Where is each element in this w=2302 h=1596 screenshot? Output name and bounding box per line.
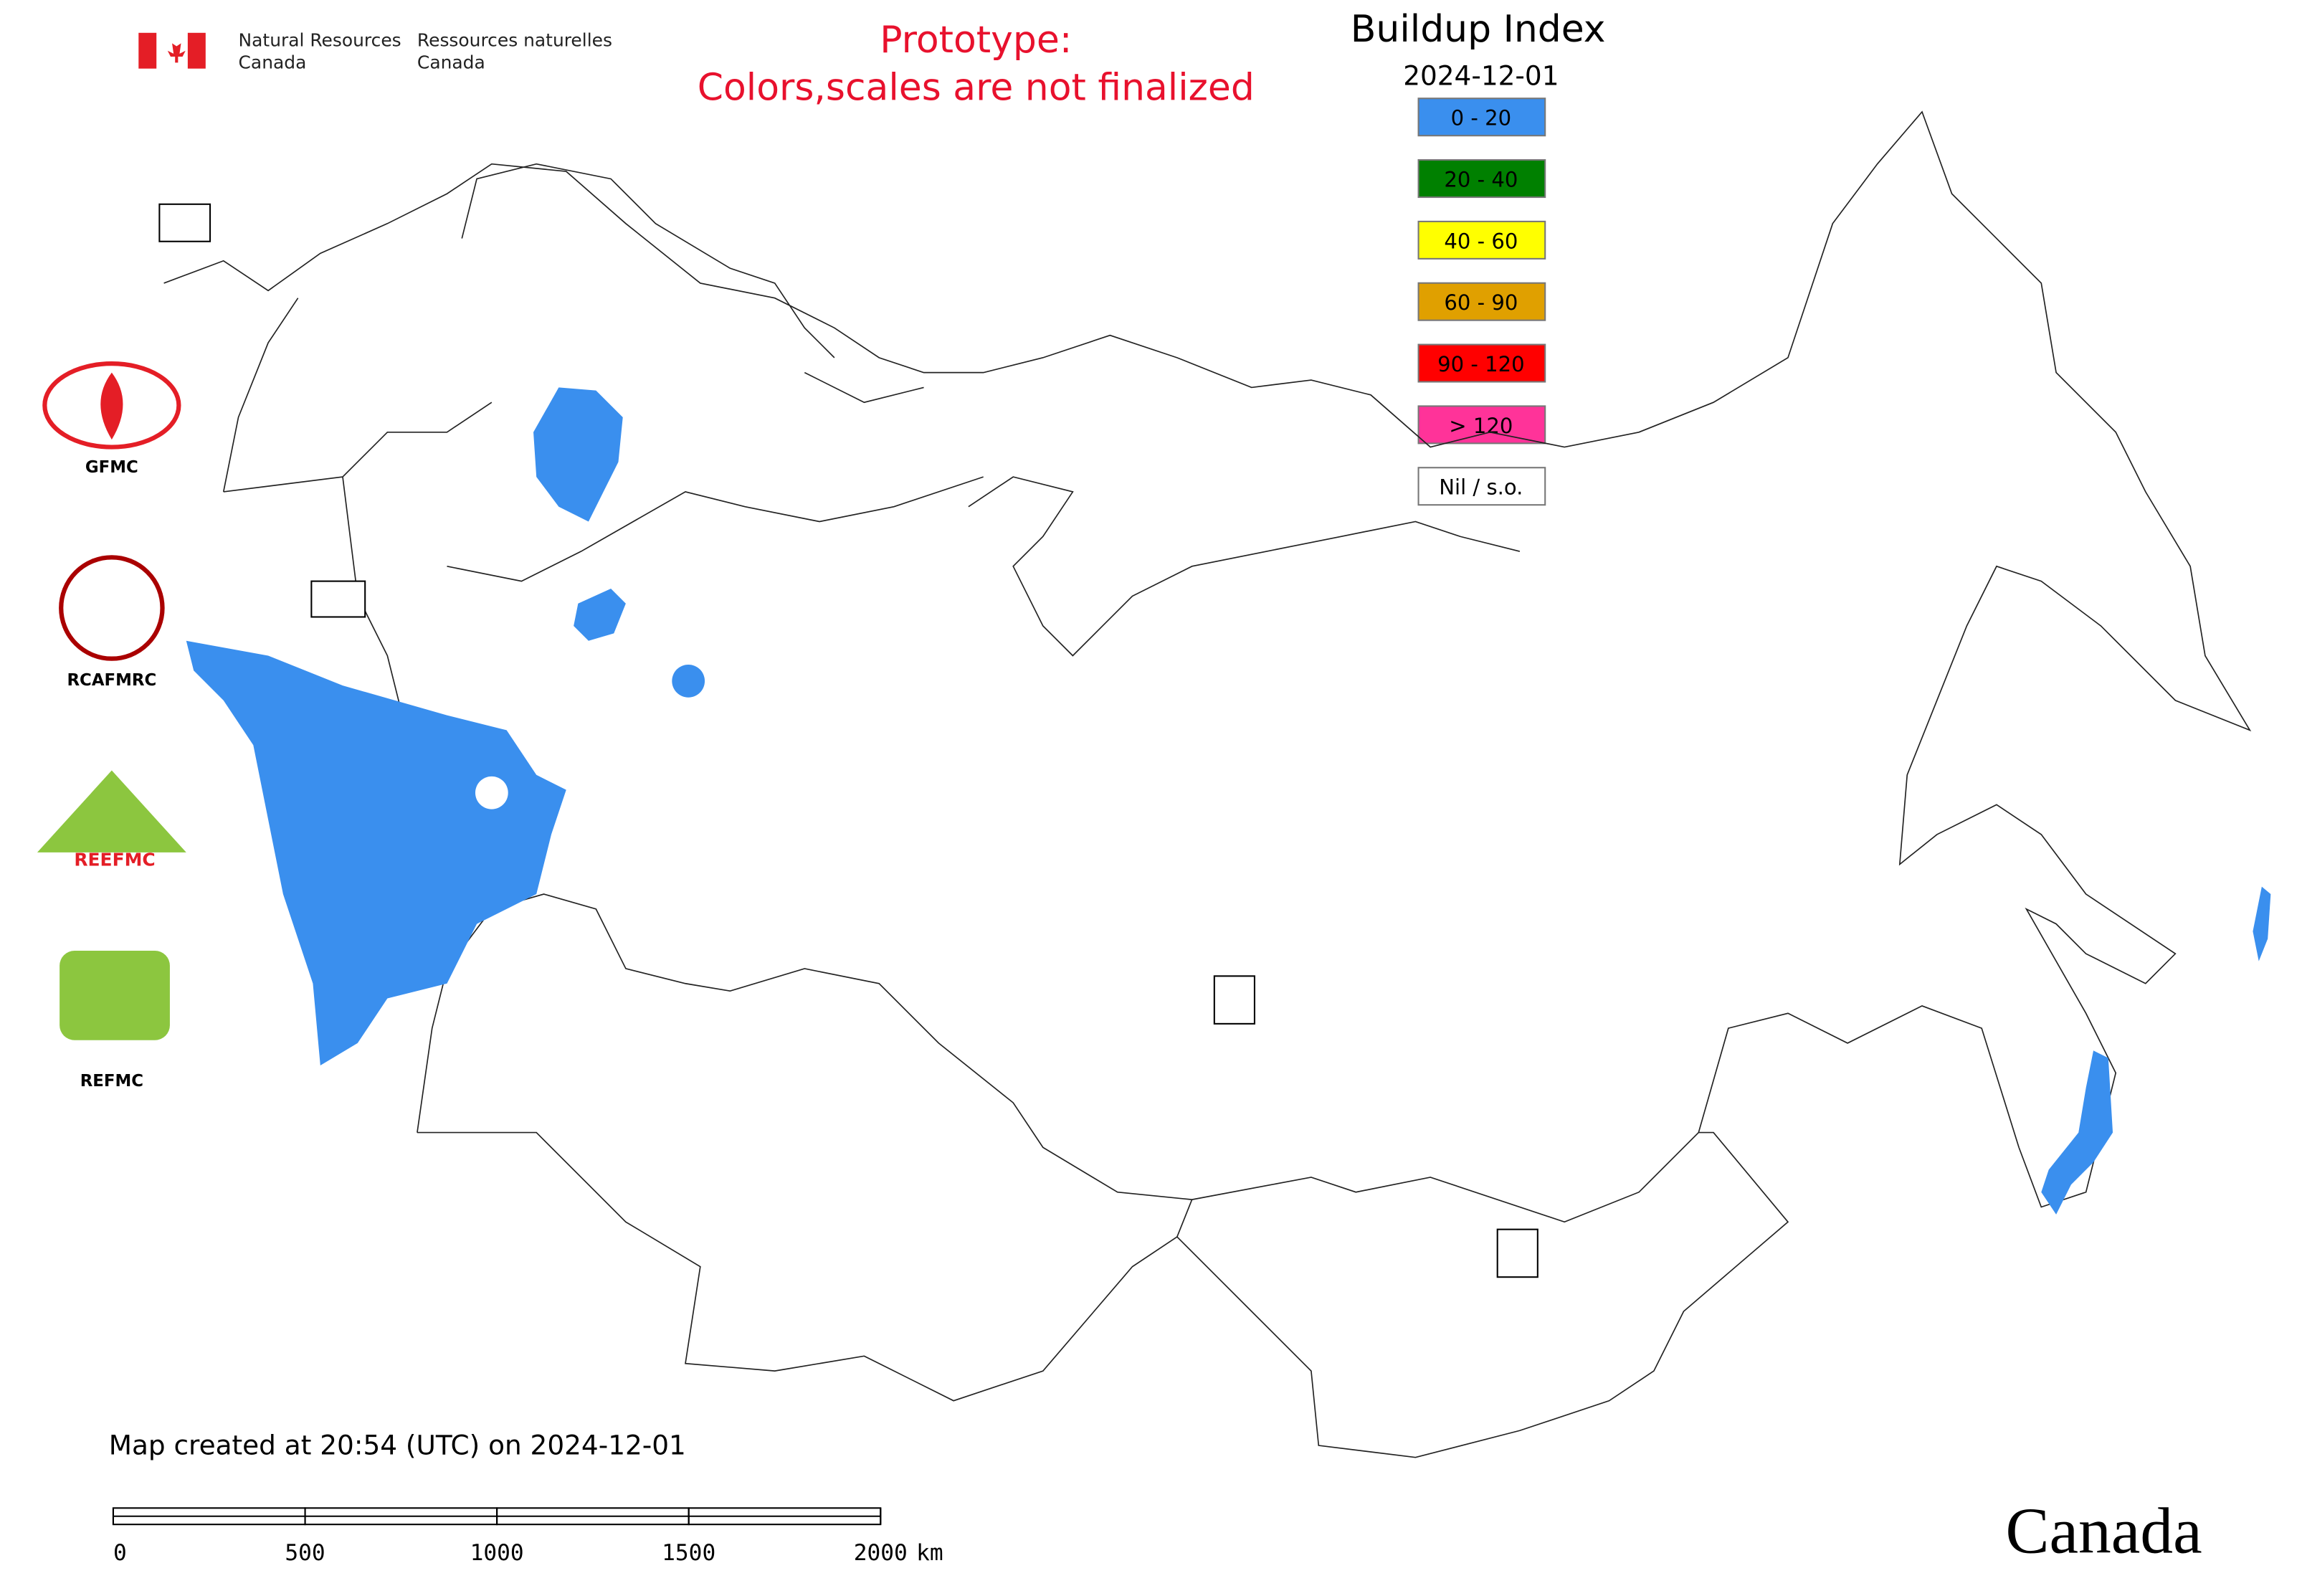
map-title: Buildup Index (1351, 8, 1606, 51)
refmc-logo (60, 951, 170, 1040)
border (417, 1131, 1789, 1458)
bui-area (533, 387, 623, 522)
legend-label: Nil / s.o. (1439, 475, 1523, 500)
logo-small (1496, 1228, 1538, 1278)
logo-small (158, 203, 211, 242)
flag-bar (187, 32, 206, 69)
legend-label: 20 - 40 (1444, 167, 1518, 191)
scale-label: 500 (285, 1540, 325, 1566)
logos: GFMC RCAFMRC REEFMC REFMC (37, 203, 1538, 1278)
bui-areas (186, 387, 2271, 1215)
legend-swatch (1417, 220, 1546, 260)
logo-label: REFMC (80, 1072, 143, 1091)
legend-swatch (1417, 405, 1546, 445)
notice: Prototype: (880, 19, 1072, 62)
bui-area (672, 664, 705, 698)
map-date: 2024-12-01 (1403, 60, 1559, 92)
coastline (163, 110, 2252, 1208)
gfmc-logo (42, 361, 181, 450)
scale-label: 2000 (854, 1540, 908, 1566)
border (417, 893, 2020, 1223)
legend-swatch (1417, 159, 1546, 199)
logo-label: REEFMC (74, 850, 155, 870)
notice: Colors,scales are not finalized (698, 66, 1255, 109)
footer-note: Map created at 20:54 (UTC) on 2024-12-01 (109, 1429, 686, 1460)
scale-unit: km (916, 1540, 943, 1566)
logo-small (310, 580, 366, 618)
coastline (461, 163, 1521, 657)
bui-area (574, 588, 626, 641)
maple-leaf (167, 37, 186, 63)
legend-swatch (1417, 282, 1546, 321)
legend-label: 40 - 60 (1444, 229, 1518, 253)
border (222, 298, 1193, 1238)
flame (100, 372, 123, 440)
legend-label: 0 - 20 (1451, 106, 1511, 130)
scale-bar: 0 500 1000 1500 2000 km (112, 1507, 943, 1566)
gap (475, 776, 508, 809)
nrcan-signature: Natural Resources Canada Ressources natu… (138, 29, 612, 73)
legend-swatch (1417, 98, 1546, 137)
logo-small (1213, 975, 1255, 1025)
flag-bar (138, 32, 157, 69)
bui-area (2253, 886, 2271, 961)
legend-swatch (1417, 343, 1546, 383)
agency-name: Canada (239, 52, 307, 73)
reefmc-logo (37, 770, 186, 852)
legend-label: 60 - 90 (1444, 290, 1518, 315)
scale-label: 1000 (470, 1540, 524, 1566)
legend-swatch (1417, 467, 1546, 506)
agency-name: Ressources naturelles (417, 29, 612, 50)
map-outlines (163, 110, 2252, 1458)
rcafmrc-logo (59, 555, 165, 661)
scale-label: 1500 (662, 1540, 715, 1566)
legend-label: 90 - 120 (1437, 352, 1524, 376)
logo-label: GFMC (85, 458, 138, 477)
bui-area (186, 640, 566, 1066)
agency-name: Canada (417, 52, 485, 73)
bui-area (2041, 1050, 2113, 1215)
wordmark: Canada (2005, 1495, 2202, 1567)
logo-label: RCAFMRC (67, 671, 156, 690)
scale-label: 0 (113, 1540, 127, 1566)
agency-name: Natural Resources (239, 29, 401, 50)
